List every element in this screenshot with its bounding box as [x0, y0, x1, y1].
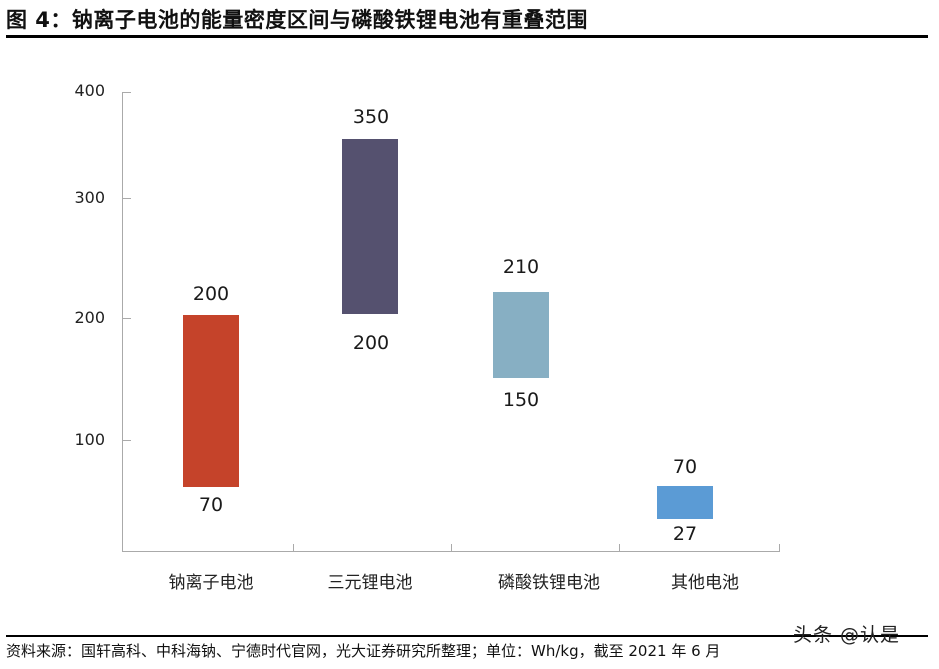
source-note: 资料来源：国轩高科、中科海钠、宁德时代官网，光大证券研究所整理；单位：Wh/kg…: [6, 642, 721, 660]
x-tick: [451, 544, 452, 552]
y-tick-100: [122, 440, 131, 441]
category-label-sodium-ion: 钠离子电池: [168, 573, 254, 593]
y-tick-label-300: 300: [74, 188, 105, 207]
y-tick-label-100: 100: [74, 430, 105, 449]
bar-label-high-lfp: 210: [502, 256, 540, 278]
bar-label-high-other: 70: [672, 456, 698, 478]
y-tick-400: [122, 92, 131, 93]
category-label-lfp: 磷酸铁锂电池: [498, 573, 600, 593]
x-tick: [779, 544, 780, 552]
title-divider: [6, 35, 928, 38]
bar-label-low-lfp: 150: [502, 389, 540, 411]
bar-label-high-sodium: 200: [192, 283, 230, 305]
bar-label-low-ncm: 200: [352, 332, 390, 354]
y-tick-label-200: 200: [74, 308, 105, 327]
x-tick: [293, 544, 294, 552]
watermark: 头条 @认是: [793, 624, 901, 646]
y-tick-300: [122, 198, 131, 199]
figure-title: 图 4：钠离子电池的能量密度区间与磷酸铁锂电池有重叠范围: [6, 8, 588, 32]
bar-label-low-other: 27: [672, 523, 698, 545]
y-tick-label-400: 400: [74, 81, 105, 100]
bar-lfp: [493, 292, 549, 378]
bar-other: [657, 486, 713, 519]
category-label-ternary-lithium: 三元锂电池: [327, 573, 413, 593]
y-axis: [122, 92, 123, 552]
x-tick: [619, 544, 620, 552]
y-tick-200: [122, 318, 131, 319]
footer-divider: [6, 635, 928, 637]
bar-label-high-ncm: 350: [352, 106, 390, 128]
bar-sodium-ion: [183, 315, 239, 487]
bar-label-low-sodium: 70: [198, 494, 224, 516]
bar-ternary-lithium: [342, 139, 398, 314]
category-label-other: 其他电池: [671, 573, 739, 593]
